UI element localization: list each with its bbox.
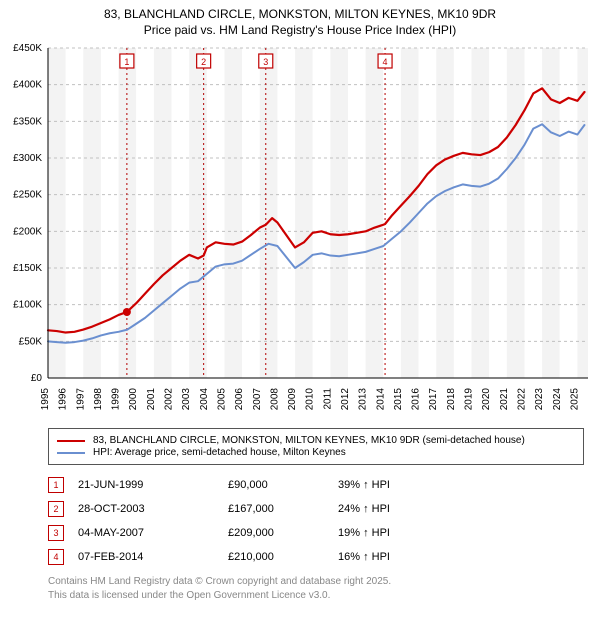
- marker-pct: 19% ↑ HPI: [338, 521, 390, 545]
- svg-text:2022: 2022: [516, 388, 527, 411]
- legend: 83, BLANCHLAND CIRCLE, MONKSTON, MILTON …: [48, 428, 584, 465]
- marker-number-box: 1: [48, 477, 64, 493]
- marker-date: 04-MAY-2007: [78, 521, 228, 545]
- svg-text:2008: 2008: [269, 388, 280, 411]
- marker-price: £210,000: [228, 545, 338, 569]
- svg-text:£0: £0: [31, 373, 43, 384]
- svg-text:£300K: £300K: [13, 153, 42, 164]
- svg-text:2001: 2001: [146, 388, 157, 411]
- legend-swatch-hpi: [57, 452, 85, 454]
- marker-row: 2 28-OCT-2003£167,00024% ↑ HPI: [48, 497, 390, 521]
- svg-text:2018: 2018: [446, 388, 457, 411]
- svg-text:1998: 1998: [93, 388, 104, 411]
- svg-text:£450K: £450K: [13, 43, 42, 54]
- marker-row: 4 07-FEB-2014£210,00016% ↑ HPI: [48, 545, 390, 569]
- marker-price: £90,000: [228, 473, 338, 497]
- legend-row-hpi: HPI: Average price, semi-detached house,…: [57, 447, 575, 458]
- svg-text:2014: 2014: [375, 388, 386, 411]
- svg-text:2016: 2016: [411, 388, 422, 411]
- marker-pct: 16% ↑ HPI: [338, 545, 390, 569]
- marker-row: 1 21-JUN-1999£90,00039% ↑ HPI: [48, 473, 390, 497]
- marker-price: £167,000: [228, 497, 338, 521]
- svg-text:2024: 2024: [552, 388, 563, 411]
- chart-area: £0 £50K £100K £150K £200K £250K £300K £350K £400…: [0, 42, 600, 422]
- markers-table: 1 21-JUN-1999£90,00039% ↑ HPI 2 28-OCT-2003…: [48, 473, 584, 569]
- chart-title: 83, BLANCHLAND CIRCLE, MONKSTON, MILTON …: [0, 0, 600, 42]
- license-text: Contains HM Land Registry data © Crown c…: [48, 575, 584, 602]
- legend-swatch-property: [57, 440, 85, 442]
- svg-text:£400K: £400K: [13, 80, 42, 91]
- svg-text:1997: 1997: [75, 388, 86, 411]
- marker-number-box: 4: [48, 549, 64, 565]
- svg-text:2002: 2002: [164, 388, 175, 411]
- svg-text:4: 4: [383, 57, 388, 67]
- marker-date: 21-JUN-1999: [78, 473, 228, 497]
- svg-text:2006: 2006: [234, 388, 245, 411]
- svg-text:1: 1: [124, 57, 129, 67]
- svg-text:2023: 2023: [534, 388, 545, 411]
- svg-text:2012: 2012: [340, 388, 351, 411]
- svg-text:2000: 2000: [128, 388, 139, 411]
- svg-text:3: 3: [263, 57, 268, 67]
- svg-text:2003: 2003: [181, 388, 192, 411]
- svg-text:2025: 2025: [569, 388, 580, 411]
- svg-text:1999: 1999: [111, 388, 122, 411]
- svg-text:2011: 2011: [322, 388, 333, 410]
- marker-number-box: 2: [48, 501, 64, 517]
- svg-text:2015: 2015: [393, 388, 404, 411]
- legend-label-hpi: HPI: Average price, semi-detached house,…: [93, 447, 346, 458]
- svg-text:2005: 2005: [216, 388, 227, 411]
- svg-text:1996: 1996: [58, 388, 69, 411]
- marker-date: 28-OCT-2003: [78, 497, 228, 521]
- legend-row-property: 83, BLANCHLAND CIRCLE, MONKSTON, MILTON …: [57, 435, 575, 446]
- svg-text:£150K: £150K: [13, 263, 42, 274]
- marker-row: 3 04-MAY-2007£209,00019% ↑ HPI: [48, 521, 390, 545]
- svg-text:£200K: £200K: [13, 227, 42, 238]
- svg-text:2017: 2017: [428, 388, 439, 411]
- marker-number-box: 3: [48, 525, 64, 541]
- marker-price: £209,000: [228, 521, 338, 545]
- svg-text:2020: 2020: [481, 388, 492, 411]
- chart-svg: £0 £50K £100K £150K £200K £250K £300K £350K £400…: [0, 42, 600, 422]
- svg-text:2010: 2010: [305, 388, 316, 411]
- svg-text:2019: 2019: [464, 388, 475, 411]
- marker-pct: 24% ↑ HPI: [338, 497, 390, 521]
- svg-text:2007: 2007: [252, 388, 263, 411]
- svg-text:2: 2: [201, 57, 206, 67]
- svg-text:£250K: £250K: [13, 190, 42, 201]
- title-line-1: 83, BLANCHLAND CIRCLE, MONKSTON, MILTON …: [10, 6, 590, 22]
- marker-pct: 39% ↑ HPI: [338, 473, 390, 497]
- marker-date: 07-FEB-2014: [78, 545, 228, 569]
- svg-text:£350K: £350K: [13, 117, 42, 128]
- title-line-2: Price paid vs. HM Land Registry's House …: [10, 22, 590, 38]
- svg-text:2009: 2009: [287, 388, 298, 411]
- svg-text:2021: 2021: [499, 388, 510, 411]
- license-line-1: Contains HM Land Registry data © Crown c…: [48, 575, 584, 589]
- svg-text:2004: 2004: [199, 388, 210, 411]
- svg-text:2013: 2013: [358, 388, 369, 411]
- license-line-2: This data is licensed under the Open Gov…: [48, 589, 584, 603]
- svg-text:£50K: £50K: [19, 337, 43, 348]
- svg-text:£100K: £100K: [13, 300, 42, 311]
- svg-text:1995: 1995: [40, 388, 51, 411]
- legend-label-property: 83, BLANCHLAND CIRCLE, MONKSTON, MILTON …: [93, 435, 525, 446]
